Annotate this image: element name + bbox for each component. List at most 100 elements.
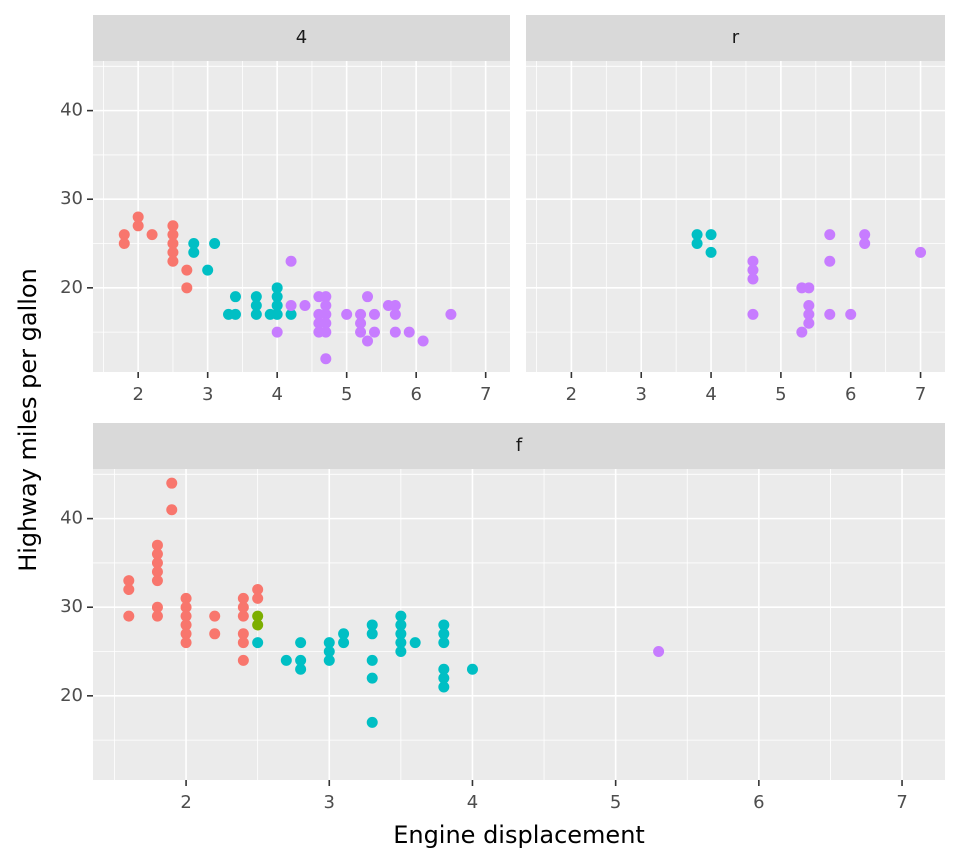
panel-4-point	[167, 238, 179, 250]
panel-f-point	[237, 610, 249, 622]
panel-f-point	[438, 628, 450, 640]
panel-4-point	[188, 238, 200, 250]
panel-4-point	[271, 300, 283, 312]
panel-4-x-tick-label-2: 2	[132, 384, 143, 405]
panel-4-point	[355, 326, 367, 338]
panel-f-point	[180, 592, 192, 604]
panel-f-point	[366, 716, 378, 728]
panel-f-point	[166, 504, 178, 516]
panel-4-point	[271, 291, 283, 303]
panel-4-y-tick-label-20: 20	[60, 277, 83, 298]
panel-4-x-tick-label-3: 3	[202, 384, 213, 405]
panel-f-point	[252, 610, 264, 622]
panel-4-point	[118, 229, 130, 241]
panel-f-y-tick-label-20: 20	[60, 685, 83, 706]
panel-4-point	[355, 317, 367, 329]
panel-f-point	[151, 610, 163, 622]
panel-4-x-tick-label-7: 7	[480, 384, 491, 405]
panel-f-point	[395, 637, 407, 649]
panel-r-point	[824, 308, 836, 320]
panel-f-x-tick-label-3: 3	[324, 792, 335, 813]
panel-4-point	[202, 264, 214, 276]
panel-4-background	[93, 61, 510, 372]
panel-r-x-tick-label-4: 4	[705, 384, 716, 405]
panel-r-axes: 2 3 4 5 6 7	[566, 372, 926, 405]
panel-4-point	[320, 300, 332, 312]
strip-r-background	[526, 15, 945, 61]
panel-4-point	[188, 246, 200, 258]
panel-f-point	[209, 628, 221, 640]
panel-4-point	[285, 255, 297, 267]
panel-f-gridlines	[93, 469, 945, 780]
panel-4-point	[320, 291, 332, 303]
panel-f-x-tick-label-2: 2	[180, 792, 191, 813]
panel-4-point	[271, 308, 283, 320]
panel-r-x-tick-label-5: 5	[775, 384, 786, 405]
panel-f-point	[438, 672, 450, 684]
panel-f-point	[237, 601, 249, 613]
panel-f-point	[151, 548, 163, 560]
panel-r-point	[824, 255, 836, 267]
panel-4-point	[229, 291, 241, 303]
panel-4-point	[389, 308, 401, 320]
panel-f-point	[252, 592, 264, 604]
panel-4-point	[403, 326, 415, 338]
panel-f-point	[180, 637, 192, 649]
panel-r-point	[915, 246, 927, 258]
panel-r-x-tick-label-3: 3	[635, 384, 646, 405]
panel-f-points	[123, 477, 665, 728]
panel-f-point	[438, 663, 450, 675]
panel-4-point	[146, 229, 158, 241]
panel-f-x-tick-label-5: 5	[610, 792, 621, 813]
panel-4-x-tick-label-6: 6	[410, 384, 421, 405]
panel-4-y-tick-label-40: 40	[60, 100, 83, 121]
panel-4-point	[445, 308, 457, 320]
panel-f-point	[438, 681, 450, 693]
panel-f-x-tick-label-6: 6	[753, 792, 764, 813]
panel-4-point	[389, 326, 401, 338]
panel-f-background	[93, 469, 945, 780]
panel-f-point	[366, 619, 378, 631]
panel-f-point	[366, 628, 378, 640]
panel-4-point	[250, 300, 262, 312]
panel-f-point	[323, 637, 335, 649]
panel-f-point	[252, 619, 264, 631]
panel-f-point	[338, 637, 350, 649]
panel-r-x-tick-label-7: 7	[915, 384, 926, 405]
panel-r-point	[691, 238, 703, 250]
panel-f-point	[252, 584, 264, 596]
panel-f-point	[209, 610, 221, 622]
panel-f-point	[395, 628, 407, 640]
panel-r-point	[747, 273, 759, 285]
strip-4-background	[93, 15, 510, 61]
panel-4-point	[368, 326, 380, 338]
panel-r-point	[747, 255, 759, 267]
panel-4-point	[181, 282, 193, 294]
panel-4-point	[167, 246, 179, 258]
panel-r-gridlines	[526, 61, 945, 372]
panel-4-x-tick-label-4: 4	[271, 384, 282, 405]
strip-label-4: 4	[296, 27, 307, 48]
panel-f-point	[151, 557, 163, 569]
panel-4-point	[167, 255, 179, 267]
panel-f-x-tick-label-7: 7	[896, 792, 907, 813]
panel-r-point	[803, 317, 815, 329]
panel-f-point	[366, 672, 378, 684]
panel-f-point	[280, 654, 292, 666]
panel-f-point	[252, 637, 264, 649]
panel-f-y-tick-label-40: 40	[60, 508, 83, 529]
panel-f-point	[653, 646, 665, 658]
panel-f-point	[438, 619, 450, 631]
panel-4-point	[250, 291, 262, 303]
panel-4-point	[181, 264, 193, 276]
panel-r-point	[796, 326, 808, 338]
panel-r-point	[803, 308, 815, 320]
panel-f-point	[466, 663, 478, 675]
panel-f-point	[295, 654, 307, 666]
panel-f-x-tick-label-4: 4	[467, 792, 478, 813]
panel-r-point	[803, 300, 815, 312]
panel-r-x-tick-label-6: 6	[845, 384, 856, 405]
panel-4-point	[271, 326, 283, 338]
panel-r-point	[859, 238, 871, 250]
panel-f-point	[438, 637, 450, 649]
